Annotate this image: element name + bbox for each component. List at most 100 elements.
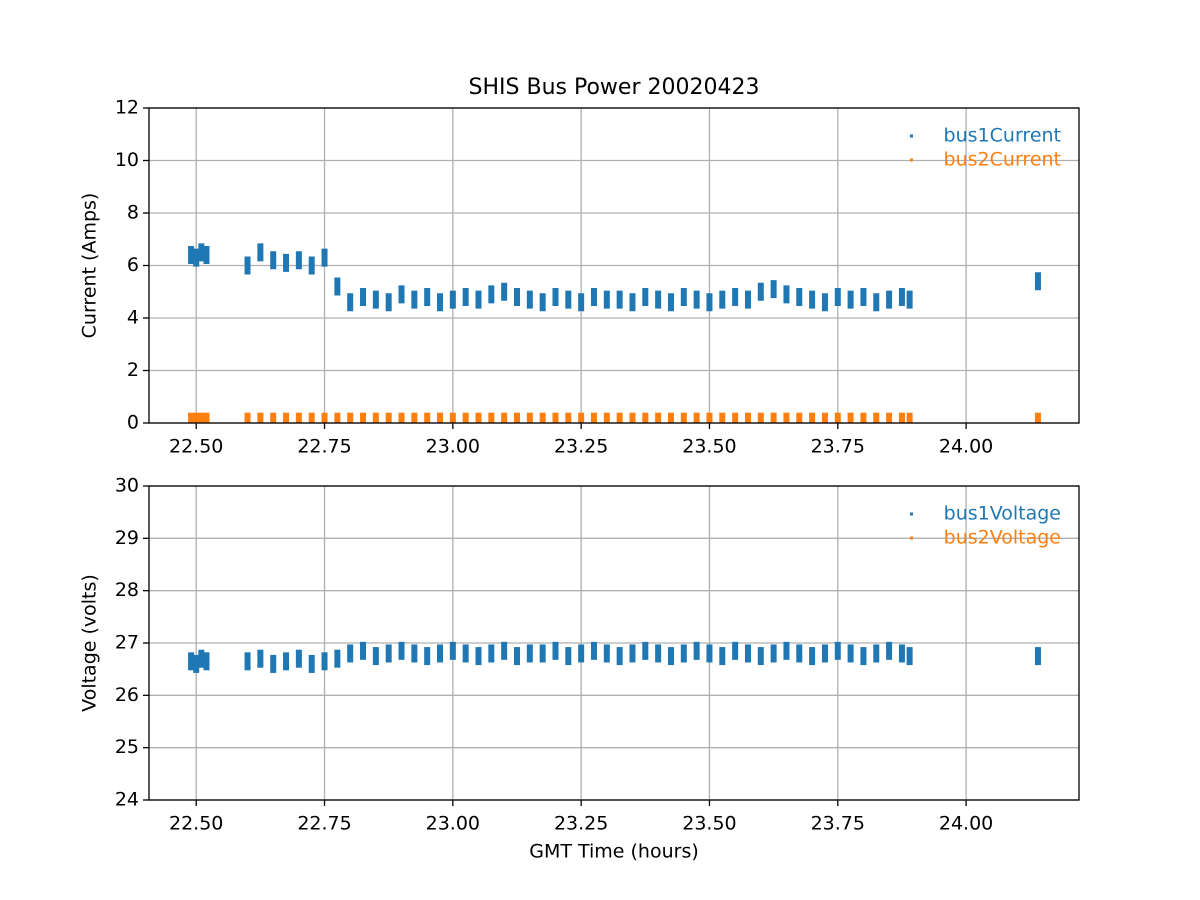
- point: [655, 290, 662, 309]
- point: [449, 290, 456, 309]
- point: [873, 644, 880, 663]
- point: [757, 647, 764, 666]
- point: [603, 290, 610, 309]
- point: [847, 412, 854, 423]
- point: [424, 647, 431, 666]
- legend-marker: [910, 158, 913, 162]
- point: [424, 412, 431, 423]
- point: [770, 280, 777, 299]
- point: [308, 256, 315, 275]
- point: [513, 412, 520, 423]
- point: [732, 412, 739, 423]
- point: [398, 641, 405, 660]
- point: [321, 652, 328, 671]
- point: [719, 647, 726, 666]
- x-tick-label: 23.00: [426, 436, 480, 458]
- legend-marker: [910, 512, 913, 516]
- point: [188, 412, 195, 423]
- point: [757, 282, 764, 301]
- point: [334, 649, 341, 668]
- y-axis-label: Current (Amps): [79, 193, 101, 339]
- legend-label: bus1Current: [944, 125, 1061, 147]
- point: [193, 248, 200, 267]
- point: [770, 644, 777, 663]
- point: [513, 647, 520, 666]
- x-tick-label: 22.75: [297, 813, 351, 835]
- point: [203, 652, 210, 671]
- point: [578, 412, 585, 423]
- point: [783, 641, 790, 660]
- point: [295, 649, 302, 668]
- point: [886, 641, 893, 660]
- point: [193, 412, 200, 423]
- point: [590, 288, 597, 306]
- point: [475, 290, 482, 309]
- point: [1034, 272, 1041, 291]
- point: [796, 412, 803, 423]
- point: [372, 290, 379, 309]
- point: [462, 412, 469, 423]
- point: [719, 412, 726, 423]
- point: [847, 644, 854, 663]
- y-tick-label: 27: [115, 632, 139, 654]
- point: [590, 412, 597, 423]
- x-tick-label: 24.00: [939, 813, 993, 835]
- point: [719, 290, 726, 309]
- y-tick-label: 25: [115, 736, 139, 758]
- x-tick-label: 22.50: [169, 436, 223, 458]
- point: [693, 290, 700, 309]
- point: [821, 293, 828, 312]
- point: [193, 654, 200, 673]
- point: [616, 647, 623, 666]
- point: [347, 412, 354, 423]
- point: [347, 293, 354, 312]
- point: [398, 412, 405, 423]
- point: [667, 412, 674, 423]
- point: [203, 246, 210, 264]
- point: [898, 412, 905, 423]
- point: [629, 293, 636, 312]
- point: [198, 412, 205, 423]
- point: [360, 641, 367, 660]
- point: [295, 412, 302, 423]
- point: [360, 288, 367, 306]
- point: [886, 412, 893, 423]
- point: [475, 412, 482, 423]
- point: [898, 644, 905, 663]
- point: [372, 647, 379, 666]
- legend-marker: [910, 134, 913, 138]
- point: [565, 412, 572, 423]
- y-tick-label: 28: [115, 579, 139, 601]
- point: [372, 412, 379, 423]
- point: [706, 644, 713, 663]
- point: [526, 644, 533, 663]
- point: [821, 412, 828, 423]
- point: [642, 288, 649, 306]
- point: [449, 412, 456, 423]
- point: [321, 412, 328, 423]
- point: [501, 412, 508, 423]
- point: [744, 290, 751, 309]
- point: [744, 412, 751, 423]
- point: [308, 654, 315, 673]
- point: [437, 644, 444, 663]
- x-axis-label: GMT Time (hours): [529, 841, 699, 863]
- point: [257, 243, 264, 262]
- x-tick-label: 23.25: [554, 813, 608, 835]
- y-tick-label: 6: [127, 254, 139, 276]
- y-axis-label: Voltage (volts): [79, 574, 101, 712]
- point: [188, 652, 195, 671]
- point: [552, 288, 559, 306]
- point: [770, 412, 777, 423]
- point: [198, 649, 205, 668]
- point: [873, 293, 880, 312]
- point: [693, 412, 700, 423]
- points: [188, 641, 1041, 673]
- point: [680, 644, 687, 663]
- y-tick-label: 4: [127, 307, 139, 329]
- point: [1034, 412, 1041, 423]
- x-tick-label: 23.50: [682, 813, 736, 835]
- point: [513, 288, 520, 306]
- point: [475, 647, 482, 666]
- y-tick-label: 2: [127, 359, 139, 381]
